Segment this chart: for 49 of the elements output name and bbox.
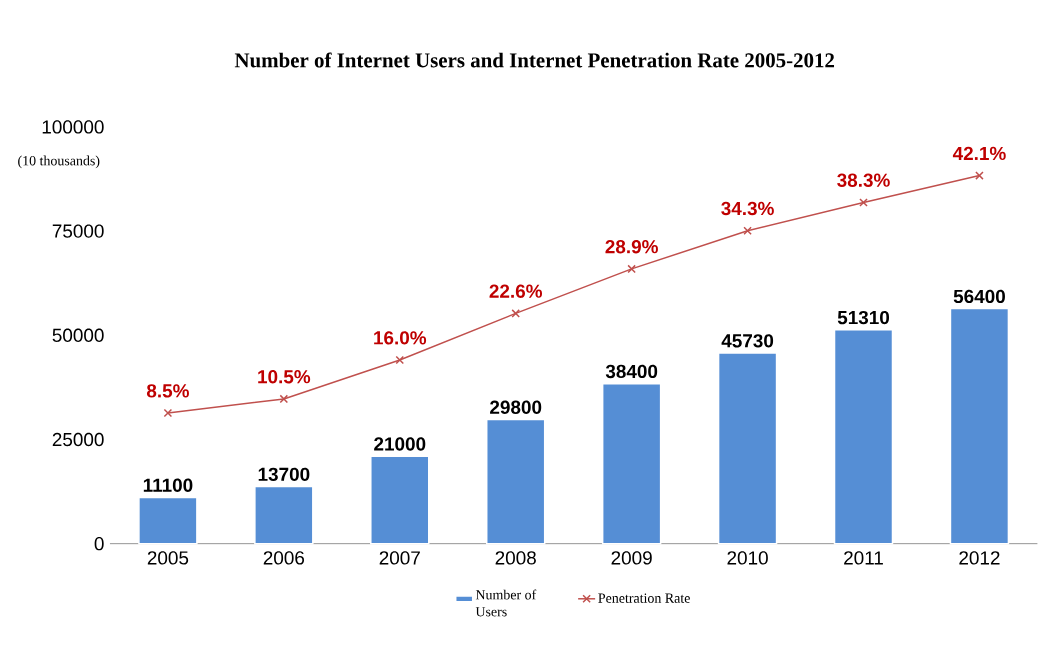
data-label: 38.3% [837,173,890,188]
y-tick-label: 50000 [52,328,104,343]
data-label: 29800 [490,400,542,415]
data-label: 16.0% [374,331,427,345]
point [511,309,520,318]
bar [833,329,894,545]
x-tick-label: 2009 [611,551,652,565]
data-label: 56400 [953,289,1005,304]
y-axis-title: (10 thousands) [18,155,100,169]
y-tick-label: 0 [94,537,104,551]
bar [601,383,662,545]
x-tick-label: 2011 [844,551,883,565]
point [163,408,173,418]
x-tick-label: 2010 [727,551,768,565]
bar [485,418,546,545]
x-tick-label: 2008 [495,551,536,565]
data-label: 11100 [143,478,193,493]
point [627,264,636,274]
point [859,198,868,207]
bar [138,496,198,545]
data-label: 38400 [605,364,658,379]
data-label: 21000 [374,437,426,451]
x-tick-label: 2006 [263,551,305,565]
x-tick-label: 2012 [959,551,1000,565]
data-label: 28.9% [605,240,658,254]
data-label: 13700 [258,467,310,482]
y-tick-label: 75000 [52,224,104,238]
chart-title: Number of Internet Users and Internet Penetration Rate 2005-2012 [234,52,835,68]
bar [717,352,778,545]
data-label: 34.3% [721,201,774,216]
legend-label: Number of Users [475,589,537,617]
y-tick-label: 100000 [42,120,104,134]
point [743,226,752,236]
x-tick-label: 2007 [379,551,420,565]
x-tick-label: 2005 [147,551,189,565]
point [395,355,405,365]
data-label: 8.5% [146,384,189,398]
data-label: 51310 [837,311,890,325]
legend-label: Penetration Rate [598,593,690,603]
data-label: 22.6% [489,284,543,299]
bar [370,455,430,545]
data-label: 10.5% [258,370,311,384]
bar [254,486,314,545]
data-label: 45730 [721,334,774,348]
bar [949,308,1010,545]
data-label: 42.1% [952,146,1006,161]
y-tick-label: 25000 [52,432,104,447]
point [279,394,289,404]
point [975,171,984,181]
